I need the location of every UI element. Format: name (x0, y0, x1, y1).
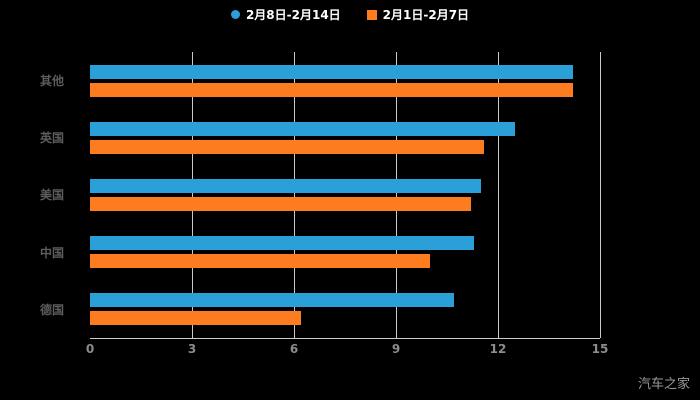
x-axis-tick-6: 6 (289, 342, 299, 356)
x-axis-tick-12: 12 (489, 342, 507, 356)
watermark: 汽车之家 (637, 377, 690, 392)
bar-group-英国 (90, 109, 600, 166)
chart-legend: 2月8日-2月14日 2月1日-2月7日 (0, 6, 700, 23)
x-axis-tick-15: 15 (591, 342, 609, 356)
gridline (498, 52, 499, 338)
bar-2月1日-2月7日-美国[interactable] (90, 196, 471, 211)
bar-2月1日-2月7日-中国[interactable] (90, 254, 430, 269)
gridline (600, 52, 601, 338)
bar-group-其他 (90, 52, 600, 109)
bar-2月8日-2月14日-其他[interactable] (90, 64, 573, 79)
y-axis-label-德国: 德国 (40, 302, 65, 317)
legend-label: 2月1日-2月7日 (382, 8, 470, 22)
circle-marker-icon (230, 10, 240, 19)
x-axis-tick-0: 0 (85, 342, 95, 356)
legend-label: 2月8日-2月14日 (245, 8, 341, 22)
gridline (192, 52, 193, 338)
gridline (396, 52, 397, 338)
y-axis-label-中国: 中国 (40, 245, 65, 260)
y-axis-label-美国: 美国 (40, 188, 65, 203)
bar-2月1日-2月7日-其他[interactable] (90, 82, 573, 97)
bar-2月8日-2月14日-中国[interactable] (90, 236, 475, 251)
legend-item-week1[interactable]: 2月1日-2月7日 (366, 6, 470, 23)
x-axis-tick-3: 3 (187, 342, 197, 356)
y-axis-label-其他: 其他 (40, 74, 65, 89)
bar-2月1日-2月7日-德国[interactable] (90, 311, 301, 326)
bar-2月8日-2月14日-英国[interactable] (90, 121, 515, 136)
plot-area (90, 52, 601, 339)
bar-group-德国 (90, 281, 600, 338)
bar-2月1日-2月7日-英国[interactable] (90, 139, 485, 154)
bar-group-中国 (90, 224, 600, 281)
x-axis-tick-9: 9 (391, 342, 401, 356)
y-axis-label-英国: 英国 (40, 131, 65, 146)
gridline (294, 52, 295, 338)
square-marker-icon (366, 9, 377, 20)
bar-group-美国 (90, 166, 600, 223)
legend-item-week2[interactable]: 2月8日-2月14日 (230, 6, 341, 23)
bar-2月8日-2月14日-德国[interactable] (90, 293, 454, 308)
bar-2月8日-2月14日-美国[interactable] (90, 178, 481, 193)
